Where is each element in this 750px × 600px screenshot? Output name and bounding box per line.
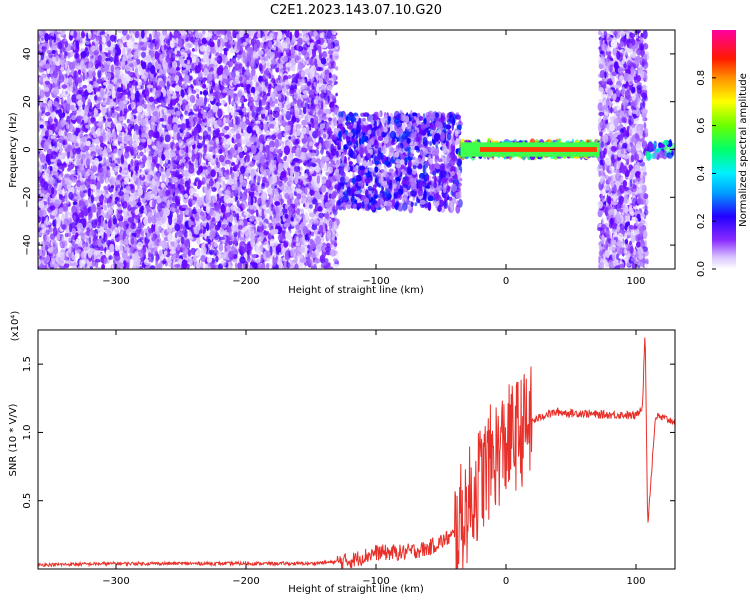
heatmap-cell [302,235,305,243]
heatmap-cell [138,81,142,90]
heatmap-cell [126,34,130,41]
heatmap-cell [93,132,97,139]
heatmap-cell [199,222,203,229]
heatmap-cell [126,118,130,124]
heatmap-cell [205,177,210,185]
heatmap-cell [59,48,63,54]
heatmap-cell [118,62,122,67]
spectrogram-heatmap [38,30,675,269]
heatmap-cell [196,236,201,245]
heatmap-cell [99,115,104,122]
heatmap-cell [223,47,229,52]
heatmap-cell [243,146,248,153]
heatmap-cell [325,150,329,155]
heatmap-cell [204,263,209,269]
heatmap-cell [249,161,256,167]
heatmap-cell [202,77,206,84]
heatmap-cell [335,92,338,97]
heatmap-cell [107,133,111,143]
heatmap-cell [256,225,260,233]
heatmap-cell [162,222,165,231]
heatmap-cell [88,236,91,245]
heatmap-cell [111,230,116,239]
heatmap-cell [107,50,112,56]
heatmap-cell [69,169,76,175]
heatmap-cell [60,67,65,71]
heatmap-cell [58,72,64,77]
heatmap-cell [335,232,339,238]
heatmap-cell [269,215,273,221]
heatmap-cell [80,235,86,240]
heatmap-cell [104,31,108,37]
heatmap-cell [201,176,206,185]
heatmap-cell [199,91,203,95]
heatmap-cell [168,106,175,111]
heatmap-cell [166,256,172,261]
heatmap-cell [237,90,243,97]
heatmap-cell [310,231,315,237]
heatmap-cell [105,120,108,129]
heatmap-cell [288,136,292,140]
heatmap-cell [322,51,328,58]
heatmap-cell [233,103,236,111]
heatmap-cell [275,67,280,73]
heatmap-cell [335,66,339,71]
heatmap-cell [143,103,148,110]
heatmap-cell [318,86,322,90]
heatmap-cell [301,127,307,135]
heatmap-cell [213,242,218,248]
heatmap-cell [251,30,256,33]
heatmap-cell [101,36,107,44]
heatmap-cell [71,262,77,267]
heatmap-cell [290,108,294,113]
heatmap-cell [199,211,204,217]
heatmap-cell [152,81,157,87]
heatmap-cell [67,236,72,242]
heatmap-cell [140,47,147,51]
heatmap-cell [199,233,205,238]
heatmap-cell [67,206,71,211]
heatmap-cell [161,173,165,182]
heatmap-cell [184,94,188,101]
heatmap-cell [263,35,270,40]
heatmap-cell [130,158,134,166]
heatmap-cell [58,184,62,190]
heatmap-cell [106,265,111,269]
heatmap-cell [230,162,236,166]
heatmap-cell [60,96,64,105]
heatmap-cell [258,63,263,72]
heatmap-cell [82,72,86,82]
heatmap-cell [333,39,340,47]
heatmap-cell [185,162,189,169]
heatmap-cell [159,131,164,136]
figure-title: C2E1.2023.143.07.10.G20 [270,3,442,18]
heatmap-cell [174,232,178,239]
heatmap-cell [266,62,270,67]
